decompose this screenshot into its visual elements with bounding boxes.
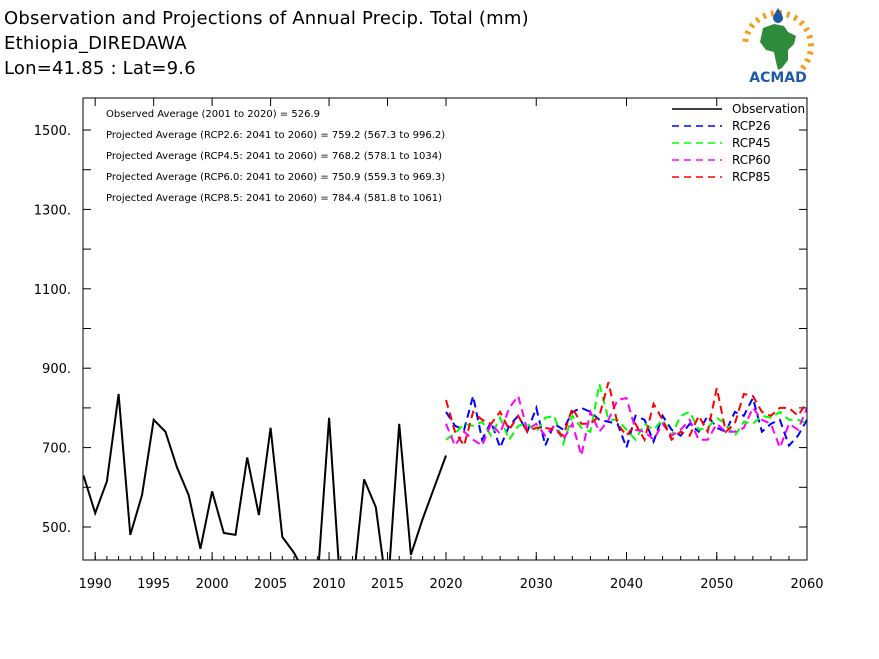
legend-label: RCP60 <box>732 153 771 167</box>
average-annotation: Projected Average (RCP8.5: 2041 to 2060)… <box>106 193 442 204</box>
series-line-rcp60 <box>445 393 807 456</box>
y-tick-label: 1500. <box>34 124 71 139</box>
y-tick-label: 1100. <box>34 283 71 298</box>
sun-ray <box>785 11 791 18</box>
plot-frame <box>82 97 808 561</box>
acmad-logo: ACMAD <box>742 8 815 86</box>
x-tick-label: 1990 <box>79 577 112 592</box>
x-tick-label: 2020 <box>429 577 462 592</box>
sun-ray <box>761 12 768 20</box>
series-line-observation <box>83 393 447 560</box>
average-annotation: Projected Average (RCP2.6: 2041 to 2060)… <box>106 130 445 141</box>
x-tick-label: 2015 <box>371 577 404 592</box>
sun-ray <box>754 16 761 24</box>
y-tick-labels: 500. 700. 900. 1100. 1300. 1500. <box>34 124 71 536</box>
station-coordinates: Lon=41.85 : Lat=9.6 <box>4 58 196 79</box>
annotations: Observed Average (2001 to 2020) = 526.9 P… <box>106 109 445 204</box>
legend-label: RCP85 <box>732 170 771 184</box>
average-annotation: Observed Average (2001 to 2020) = 526.9 <box>106 109 320 120</box>
x-tick-label: 2010 <box>313 577 346 592</box>
y-tick-label: 500. <box>42 521 71 536</box>
series-line-rcp85 <box>445 381 807 449</box>
series-line-rcp45 <box>445 383 807 447</box>
legend-label: RCP45 <box>732 136 771 150</box>
sun-ray <box>804 57 812 64</box>
logo-text: ACMAD <box>749 70 807 86</box>
water-drop-icon <box>773 8 783 23</box>
axis-ticks <box>83 98 808 560</box>
legend: Observation RCP26 RCP45 RCP60 RCP85 <box>672 102 805 184</box>
sun-ray <box>744 29 752 36</box>
sun-ray <box>800 64 807 71</box>
legend-label: RCP26 <box>732 119 771 133</box>
x-tick-labels: 1990 1995 2000 2005 2010 2015 2020 2030 2040 2050… <box>79 577 824 592</box>
sun-ray <box>803 26 810 33</box>
x-tick-label: 2040 <box>610 577 643 592</box>
chart-title: Observation and Projections of Annual Pr… <box>4 8 529 29</box>
sun-ray <box>806 34 814 40</box>
chart-series <box>83 381 807 560</box>
y-tick-label: 900. <box>42 362 71 377</box>
x-tick-label: 2000 <box>196 577 229 592</box>
x-tick-label: 2005 <box>254 577 287 592</box>
average-annotation: Projected Average (RCP6.0: 2041 to 2060)… <box>106 172 445 183</box>
sun-ray <box>792 14 799 22</box>
sun-ray <box>770 10 775 17</box>
legend-label: Observation <box>732 102 805 116</box>
y-tick-label: 700. <box>42 442 71 457</box>
sun-ray <box>798 19 805 27</box>
sun-ray <box>748 22 756 29</box>
station-name: Ethiopia_DIREDAWA <box>4 33 187 54</box>
x-tick-label: 2060 <box>790 577 823 592</box>
africa-map-icon <box>760 24 796 70</box>
average-annotation: Projected Average (RCP4.5: 2041 to 2060)… <box>106 151 442 162</box>
x-tick-label: 2030 <box>520 577 553 592</box>
y-tick-label: 1300. <box>34 203 71 218</box>
x-tick-label: 1995 <box>137 577 170 592</box>
x-tick-label: 2050 <box>700 577 733 592</box>
series-line-rcp26 <box>445 395 807 451</box>
sun-ray <box>742 38 749 43</box>
sun-ray <box>807 50 814 55</box>
